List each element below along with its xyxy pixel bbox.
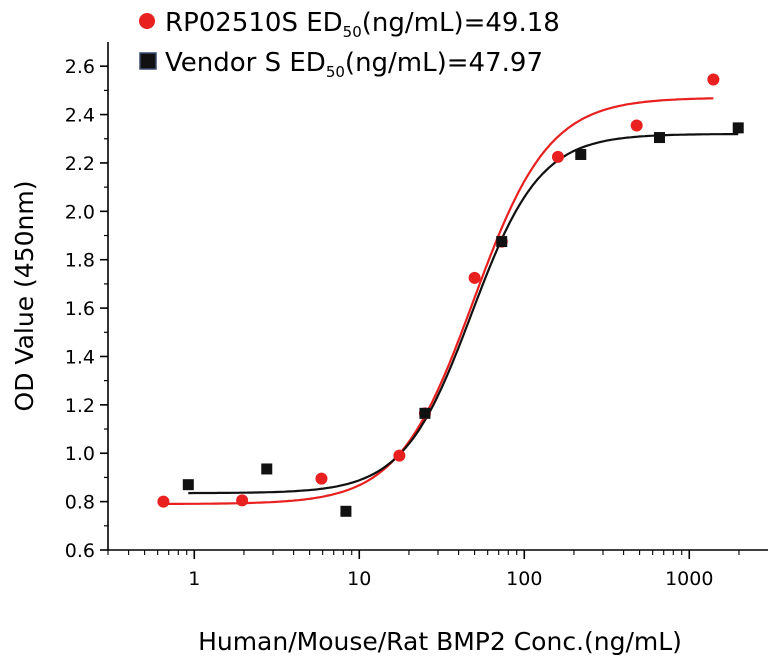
data-point-series-1 [551,150,564,163]
x-tick-label: 10 [347,568,371,590]
data-point-series-1 [236,494,249,507]
legend-label-subscript: 50 [343,23,362,41]
fit-curve-series-1 [163,97,714,505]
data-point-series-2 [261,463,273,475]
legend-label-series-2: Vendor S ED50(ng/mL)=47.97 [165,48,543,81]
y-tick-label: 1.4 [65,346,95,368]
y-tick-label: 1.0 [65,443,95,465]
legend-label-tail: (ng/mL)=47.97 [345,48,543,78]
y-tick-label: 1.2 [65,395,95,417]
y-tick-label: 0.6 [65,540,95,562]
legend-marker-square [139,52,157,70]
data-point-series-2 [182,479,194,491]
data-point-series-2 [653,132,665,144]
data-point-series-2 [419,407,431,419]
y-tick-label: 2.2 [65,153,95,175]
data-point-series-2 [496,236,508,248]
data-point-series-1 [393,449,406,462]
y-tick-label: 0.8 [65,492,95,514]
data-point-series-2 [575,148,587,160]
x-tick-label: 1 [188,568,200,590]
data-point-series-2 [732,122,744,134]
legend-label-tail: (ng/mL)=49.18 [362,8,560,38]
y-tick-label: 1.8 [65,250,95,272]
y-tick-label: 2.0 [65,201,95,223]
data-point-series-1 [630,119,643,132]
data-point-series-1 [707,73,720,86]
data-point-series-2 [340,505,352,517]
y-tick-label: 2.4 [65,105,95,127]
data-point-series-1 [315,472,328,485]
y-tick-label: 1.6 [65,298,95,320]
legend-marker-circle [139,13,155,29]
legend-label-subscript: 50 [326,63,345,81]
legend-label-main: RP02510S ED [165,8,343,38]
x-tick-label: 1000 [665,568,713,590]
legend-label-series-1: RP02510S ED50(ng/mL)=49.18 [165,8,560,41]
x-tick-label: 100 [506,568,542,590]
y-axis-label: OD Value (450nm) [10,181,39,412]
y-tick-label: 2.6 [65,56,95,78]
data-point-series-1 [157,495,170,508]
fit-curve-series-2 [188,133,739,495]
x-axis-label: Human/Mouse/Rat BMP2 Conc.(ng/mL) [198,627,682,656]
legend-label-main: Vendor S ED [165,48,326,78]
data-point-series-1 [468,271,481,284]
